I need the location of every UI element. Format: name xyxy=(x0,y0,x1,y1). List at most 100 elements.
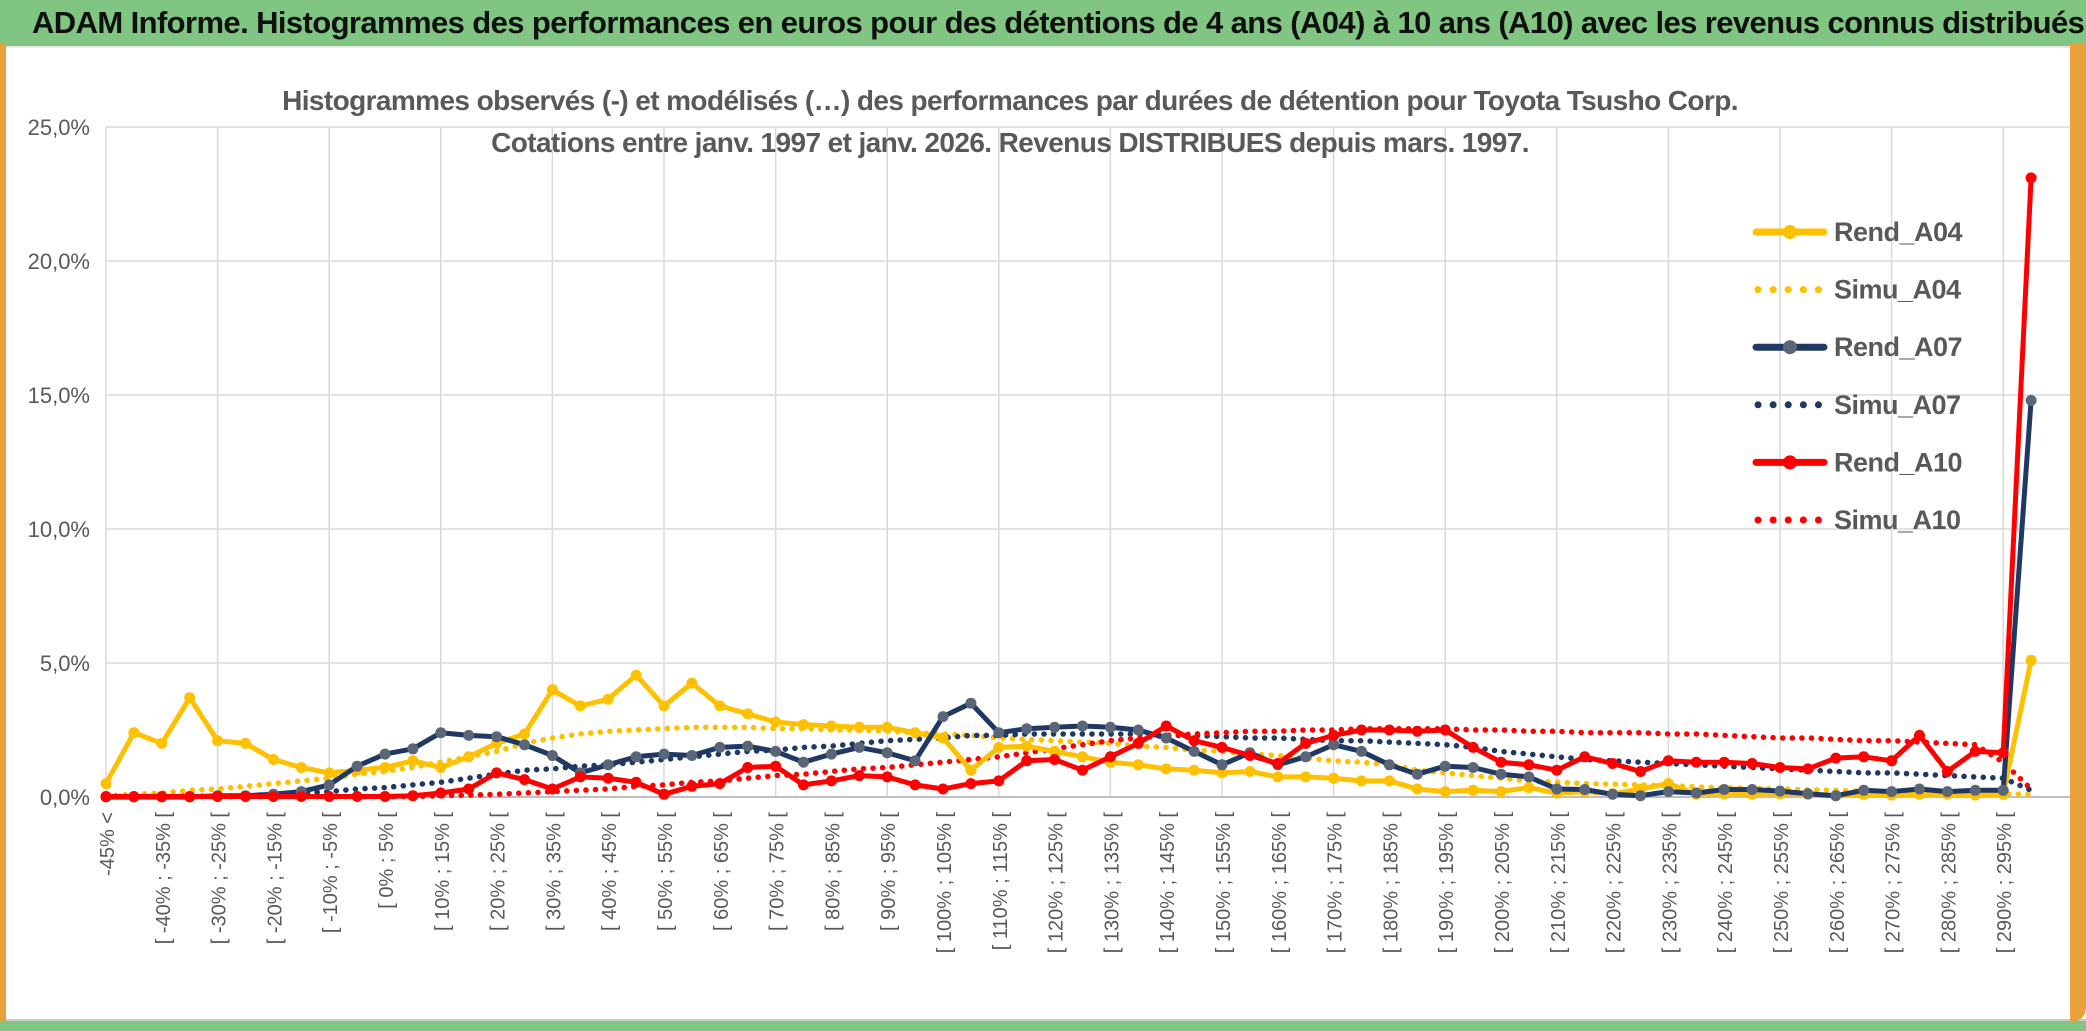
x-tick-label: [ -10% ; -5% [ xyxy=(320,812,342,934)
data-point xyxy=(1188,764,1200,776)
legend-item-Rend_A07[interactable]: Rend_A07 xyxy=(1752,332,1963,362)
data-point xyxy=(1021,755,1033,767)
data-point xyxy=(853,721,865,733)
data-point xyxy=(156,737,168,749)
data-point xyxy=(658,788,670,800)
data-point xyxy=(881,721,893,733)
data-point xyxy=(881,771,893,783)
x-tick-label: [ 190% ; 195% [ xyxy=(1436,812,1458,954)
legend-label: Simu_A07 xyxy=(1834,390,1961,420)
data-point xyxy=(1132,759,1144,771)
data-point xyxy=(407,790,419,802)
x-tick-label: [ 80% ; 85% [ xyxy=(822,812,844,931)
data-point xyxy=(379,748,391,760)
data-point xyxy=(1746,784,1758,795)
data-point xyxy=(184,692,196,704)
data-point xyxy=(212,791,224,802)
data-point xyxy=(1439,760,1451,772)
x-tick-label: [ 90% ; 95% [ xyxy=(878,812,900,931)
data-point xyxy=(993,727,1005,739)
x-tick-label: [ 0% ; 5% [ xyxy=(376,812,398,909)
data-point xyxy=(407,755,419,767)
chart-title-line1: Histogrammes observés (-) et modélisés (… xyxy=(282,85,1738,116)
data-point xyxy=(100,778,112,790)
data-point xyxy=(1467,741,1479,753)
data-point xyxy=(853,770,865,782)
data-point xyxy=(1300,737,1312,749)
legend-item-Simu_A04[interactable]: Simu_A04 xyxy=(1754,275,1962,305)
data-point xyxy=(742,708,754,720)
data-point xyxy=(295,791,307,802)
legend-item-Rend_A04[interactable]: Rend_A04 xyxy=(1752,217,1963,247)
data-point xyxy=(1104,721,1116,733)
data-point xyxy=(574,771,586,783)
data-point xyxy=(770,760,782,772)
legend-item-Simu_A07[interactable]: Simu_A07 xyxy=(1754,390,1961,420)
data-point xyxy=(1662,755,1674,767)
data-point xyxy=(658,700,670,712)
x-tick-label: [ 70% ; 75% [ xyxy=(767,812,789,931)
data-point xyxy=(1607,788,1619,800)
data-point xyxy=(1411,783,1423,795)
data-point xyxy=(2025,654,2037,666)
data-point xyxy=(1969,745,1981,757)
data-point xyxy=(379,762,391,773)
data-point xyxy=(1662,786,1674,798)
data-point xyxy=(1244,766,1256,777)
series-Rend_A10 xyxy=(100,172,2037,802)
data-point xyxy=(1523,771,1535,783)
data-point xyxy=(546,750,558,761)
data-point xyxy=(212,735,224,747)
data-point xyxy=(770,716,782,728)
data-point xyxy=(1021,723,1033,735)
data-point xyxy=(1160,720,1172,732)
data-point xyxy=(100,791,112,802)
data-point xyxy=(1132,737,1144,749)
x-tick-label: [ 30% ; 35% [ xyxy=(543,812,565,931)
x-tick-label: [ 140% ; 145% [ xyxy=(1157,812,1179,954)
data-point xyxy=(1886,786,1898,798)
data-point xyxy=(630,669,642,681)
data-point xyxy=(1021,740,1033,752)
legend-item-Simu_A10[interactable]: Simu_A10 xyxy=(1754,505,1961,535)
data-point xyxy=(2025,394,2037,406)
data-point xyxy=(798,779,809,791)
data-point xyxy=(881,747,893,759)
data-point xyxy=(742,762,754,773)
data-point xyxy=(1858,751,1870,763)
data-point xyxy=(1662,778,1674,790)
x-tick-label: [ 40% ; 45% [ xyxy=(599,812,621,931)
data-point xyxy=(1328,772,1340,784)
data-point xyxy=(379,791,391,802)
data-point xyxy=(770,745,782,757)
data-point xyxy=(323,779,335,791)
data-point xyxy=(1383,724,1395,736)
y-tick-label: 15,0% xyxy=(28,383,90,408)
data-point xyxy=(1774,785,1786,797)
data-point xyxy=(1830,790,1842,802)
data-point xyxy=(1160,763,1172,775)
y-tick-label: 0,0% xyxy=(40,785,90,810)
legend-item-Rend_A10[interactable]: Rend_A10 xyxy=(1752,447,1963,477)
data-point xyxy=(1635,766,1646,777)
y-tick-label: 10,0% xyxy=(28,517,90,542)
data-point xyxy=(937,732,949,744)
chart-title-line2: Cotations entre janv. 1997 et janv. 2026… xyxy=(491,127,1529,158)
data-point xyxy=(1635,790,1646,802)
data-point xyxy=(825,748,837,760)
data-point xyxy=(1300,751,1312,763)
data-point xyxy=(546,783,558,795)
data-point xyxy=(909,779,921,791)
x-tick-label: [ 50% ; 55% [ xyxy=(655,812,677,931)
data-point xyxy=(1718,756,1730,768)
legend-label: Simu_A04 xyxy=(1834,275,1961,305)
data-point xyxy=(1216,741,1228,753)
x-tick-label: [ 20% ; 25% [ xyxy=(488,812,510,931)
x-tick-label: [ 150% ; 155% [ xyxy=(1213,812,1235,954)
chart-title: Histogrammes observés (-) et modélisés (… xyxy=(150,80,1870,164)
data-point xyxy=(1523,759,1535,771)
data-point xyxy=(798,756,809,768)
data-point xyxy=(128,727,140,739)
